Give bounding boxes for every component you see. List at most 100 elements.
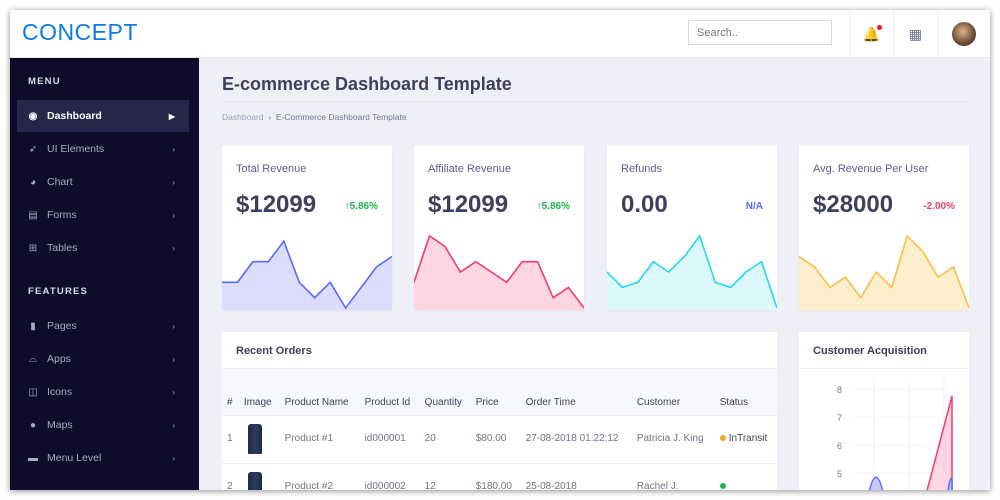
sidebar-item-label: Icons bbox=[47, 386, 73, 398]
status-dot-icon bbox=[719, 483, 726, 490]
app-window: CONCEPT 🔔 ▦ MENU ◉ Dashboard ▶ ➶ UI Element… bbox=[10, 10, 990, 490]
table-cell: Product #1 bbox=[279, 414, 360, 463]
sidebar-item-label: Dashboard bbox=[47, 110, 102, 122]
stat-label: Affiliate Revenue bbox=[428, 163, 511, 175]
pie-chart-icon: ◕ bbox=[29, 176, 37, 188]
chevron-right-icon: › bbox=[172, 321, 175, 331]
sidebar-item-tables[interactable]: ⊞ Tables › bbox=[17, 232, 189, 264]
table-cell: 12 bbox=[419, 462, 471, 490]
sidebar-item-label: Forms bbox=[47, 209, 77, 221]
stat-change: ↑5.86% bbox=[345, 201, 378, 212]
sidebar-item-label: Chart bbox=[47, 176, 73, 188]
recent-orders-card: Recent Orders # Image Product Name Product … bbox=[222, 332, 777, 490]
chevron-right-icon: › bbox=[172, 420, 175, 430]
logo[interactable]: CONCEPT bbox=[22, 19, 138, 45]
series-area-blue bbox=[868, 476, 953, 490]
acquisition-chart: 8 7 6 5 bbox=[837, 379, 953, 490]
sidebar-item-apps[interactable]: ⌓ Apps › bbox=[17, 343, 189, 375]
table-row[interactable]: 1 Product #1 id000001 20 $80.00 27-08-2018 01… bbox=[222, 414, 777, 463]
table-icon: ⊞ bbox=[28, 242, 38, 254]
change-text: 5.86% bbox=[541, 201, 570, 212]
stat-change: N/A bbox=[746, 201, 763, 212]
table-cell: Rachel J. bbox=[631, 462, 715, 490]
user-circle-icon: ◉ bbox=[28, 110, 38, 122]
product-thumbnail bbox=[247, 472, 262, 490]
orders-table: # Image Product Name Product Id Quantity Pric… bbox=[222, 369, 777, 490]
grid-icon: ▦ bbox=[908, 25, 923, 42]
sidebar-item-ui-elements[interactable]: ➶ UI Elements › bbox=[17, 133, 189, 165]
features-heading: FEATURES bbox=[28, 286, 89, 297]
sidebar-item-chart[interactable]: ◕ Chart › bbox=[17, 166, 189, 198]
notification-button[interactable]: 🔔 bbox=[849, 10, 893, 58]
table-cell: 27-08-2018 01:22:12 bbox=[520, 414, 632, 463]
table-cell: 25-08-2018 bbox=[520, 462, 632, 490]
stat-value: $12099 bbox=[428, 191, 509, 218]
sidebar-item-label: UI Elements bbox=[47, 143, 105, 155]
sidebar-item-dashboard[interactable]: ◉ Dashboard ▶ bbox=[17, 100, 189, 132]
sidebar-item-label: Maps bbox=[47, 419, 73, 431]
y-tick: 8 bbox=[837, 385, 842, 395]
y-tick: 7 bbox=[837, 413, 842, 423]
sparkline-line bbox=[799, 234, 969, 309]
table-row[interactable]: 2 Product #2 id000002 12 $180.00 25-08-2018 Ra… bbox=[222, 462, 777, 490]
column-header: Quantity bbox=[419, 369, 471, 415]
chevron-right-icon: ▶ bbox=[168, 111, 175, 121]
sparkline bbox=[222, 239, 392, 310]
avatar[interactable] bbox=[952, 22, 976, 46]
bell-icon: 🔔 bbox=[862, 24, 883, 42]
column-header: Product Id bbox=[359, 369, 420, 415]
sparkline bbox=[799, 234, 969, 310]
sidebar-item-maps[interactable]: ● Maps › bbox=[17, 409, 189, 441]
sparkline-area bbox=[799, 236, 969, 310]
product-image bbox=[238, 414, 280, 463]
sidebar-item-icons[interactable]: ◫ Icons › bbox=[17, 376, 189, 408]
change-text: 5.86% bbox=[349, 201, 378, 212]
chevron-right-icon: › bbox=[172, 177, 175, 187]
sidebar-item-menu-level[interactable]: ▬ Menu Level › bbox=[17, 442, 189, 474]
sidebar-item-forms[interactable]: ▤ Forms › bbox=[17, 199, 189, 231]
stat-label: Total Revenue bbox=[236, 163, 307, 175]
chevron-right-icon: › bbox=[172, 453, 175, 463]
breadcrumb: Dashboard › E-Commerce Dashboard Templat… bbox=[222, 112, 407, 122]
column-header: Image bbox=[238, 369, 280, 415]
sparkline-area bbox=[607, 236, 777, 310]
stat-label: Avg. Revenue Per User bbox=[813, 163, 929, 175]
user-menu[interactable] bbox=[937, 10, 990, 58]
top-header: CONCEPT 🔔 ▦ bbox=[10, 10, 990, 58]
map-marker-icon: ● bbox=[29, 419, 37, 431]
stat-card: Total Revenue $12099 ↑5.86% bbox=[222, 146, 392, 310]
stat-card: Affiliate Revenue $12099 ↑5.86% bbox=[414, 146, 584, 310]
status-cell bbox=[714, 462, 777, 490]
stat-value: $28000 bbox=[813, 191, 894, 218]
customer-acquisition-card: Customer Acquisition 8 7 6 5 bbox=[799, 332, 969, 490]
form-icon: ▤ bbox=[28, 209, 38, 221]
sparkline-area bbox=[222, 241, 392, 310]
column-header: # bbox=[222, 369, 239, 415]
hdd-icon: ⌓ bbox=[29, 353, 37, 365]
sidebar-item-label: Menu Level bbox=[47, 452, 102, 464]
chevron-right-icon: › bbox=[172, 354, 175, 364]
chevron-right-icon: › bbox=[172, 210, 175, 220]
search-input[interactable] bbox=[688, 20, 832, 45]
arrow-up-icon: ↑ bbox=[344, 201, 350, 212]
status-dot-icon bbox=[719, 435, 726, 441]
table-cell: Patricia J. King bbox=[631, 414, 715, 463]
card-title: Recent Orders bbox=[222, 332, 777, 369]
change-text: -2.00% bbox=[923, 201, 955, 212]
sidebar: MENU ◉ Dashboard ▶ ➶ UI Elements › ◕ Chart › ▤… bbox=[10, 58, 199, 490]
table-cell: 20 bbox=[419, 414, 471, 463]
stat-card: Avg. Revenue Per User $28000 -2.00% bbox=[799, 146, 969, 310]
apps-button[interactable]: ▦ bbox=[893, 10, 937, 58]
chevron-right-icon: › bbox=[172, 144, 175, 154]
status-cell: InTransit bbox=[714, 414, 777, 463]
column-header: Order Time bbox=[520, 369, 632, 415]
stat-value: 0.00 bbox=[621, 191, 668, 218]
table-cell: $180.00 bbox=[470, 462, 521, 490]
chevron-right-icon: › bbox=[172, 387, 175, 397]
chevron-right-icon: › bbox=[268, 112, 272, 122]
sidebar-item-pages[interactable]: ▮ Pages › bbox=[17, 310, 189, 342]
breadcrumb-link[interactable]: Dashboard bbox=[222, 112, 264, 122]
sparkline bbox=[414, 234, 584, 310]
column-header: Price bbox=[470, 369, 521, 415]
product-thumbnail bbox=[247, 424, 262, 454]
